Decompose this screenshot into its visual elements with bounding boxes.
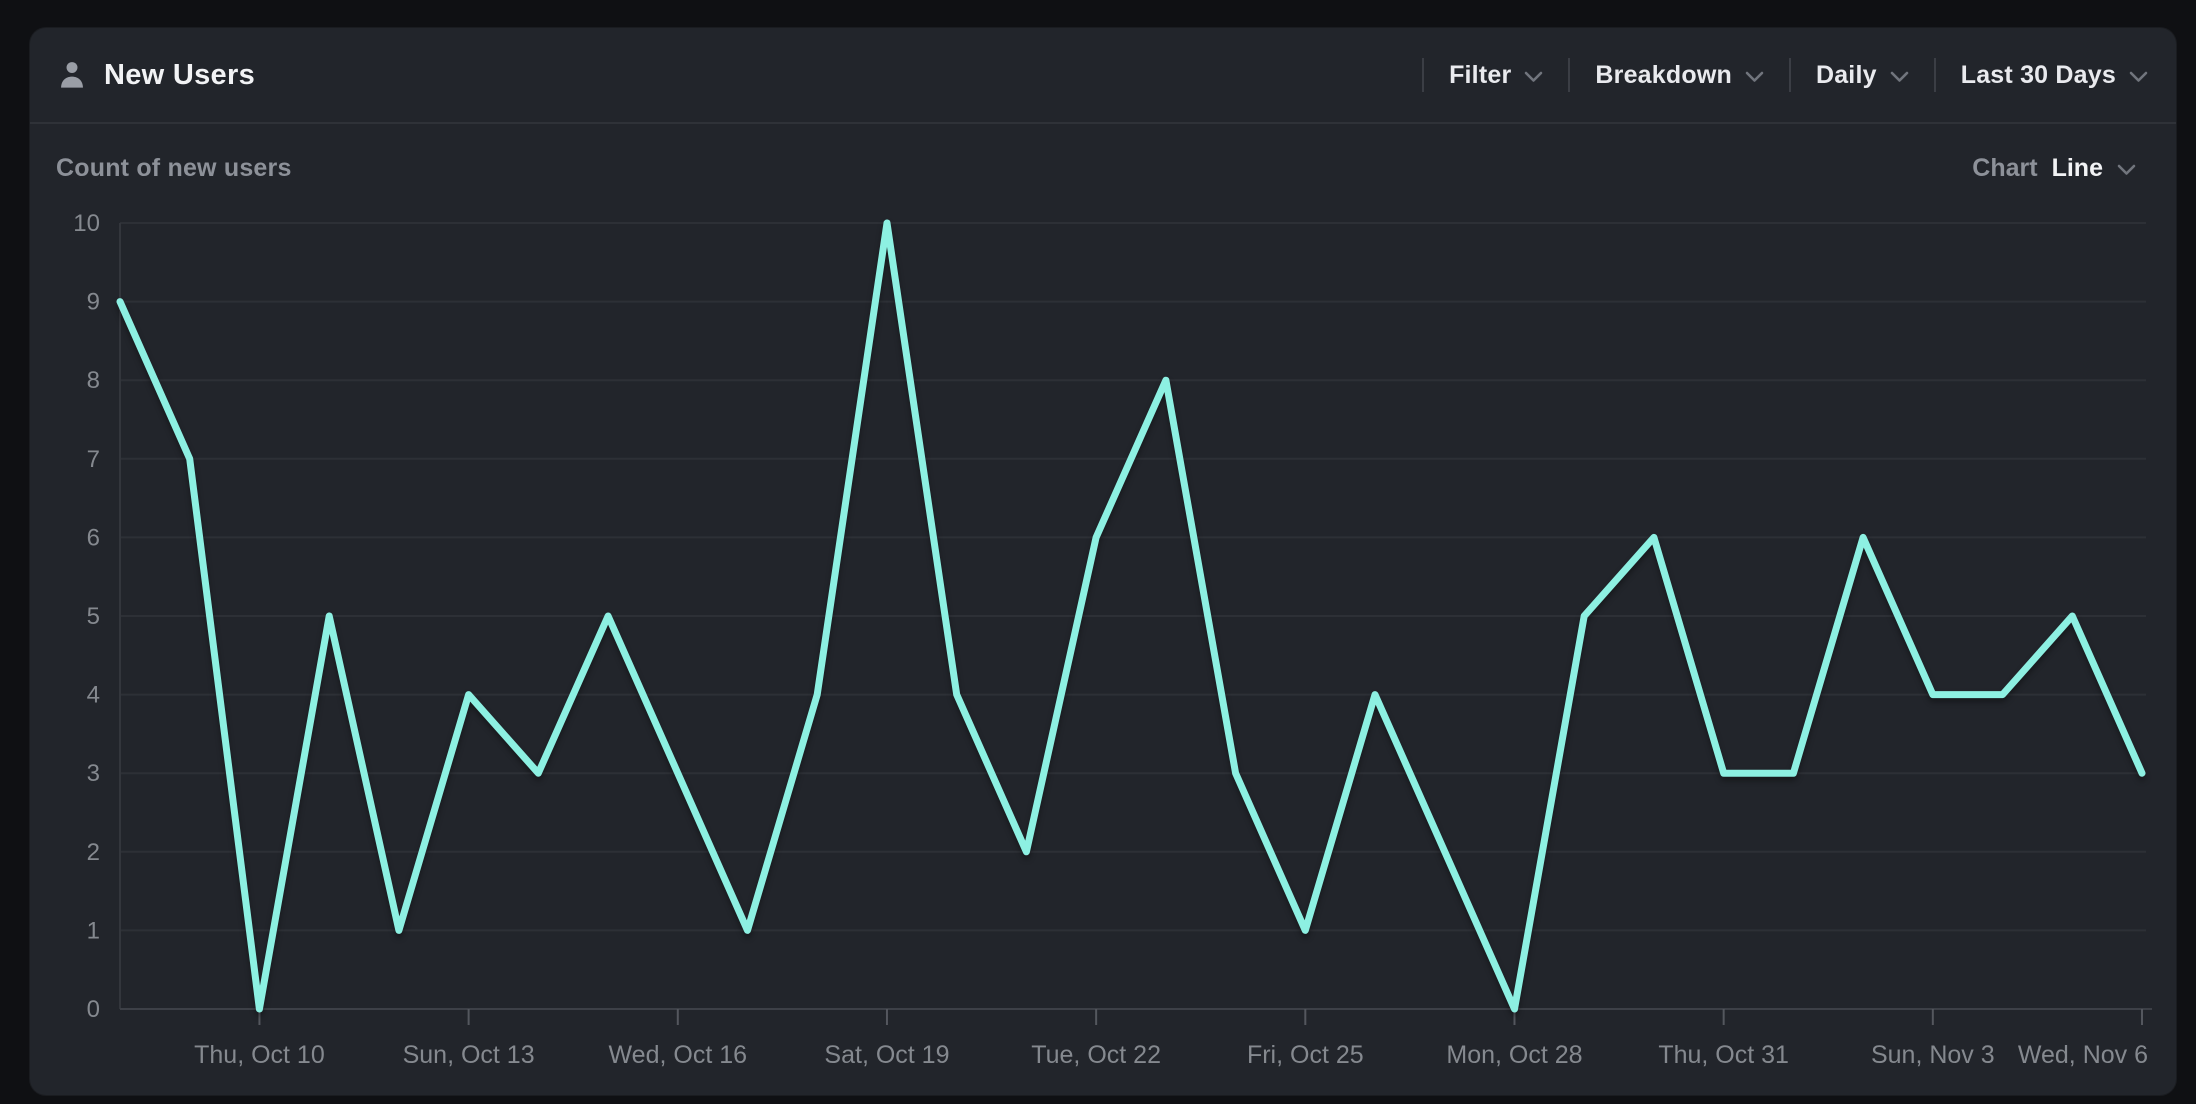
chart-type-label: Chart — [1972, 154, 2038, 182]
x-axis-label: Mon, Oct 28 — [1446, 1041, 1582, 1069]
series-line-new-users — [116, 219, 2146, 1013]
y-axis-label: 5 — [87, 603, 100, 630]
header-controls: Filter Breakdown Daily Las — [1397, 58, 2148, 92]
line-chart: 0 1 2 3 4 5 6 7 8 9 10 Thu, Oct 10 Sun, Oct 13 Wed, O… — [73, 210, 2152, 1069]
widget-title: New Users — [104, 58, 255, 91]
chevron-down-icon — [2117, 164, 2136, 175]
y-axis-label: 2 — [87, 839, 100, 866]
chart-subheader: Count of new users Chart Line — [30, 124, 2176, 183]
chevron-down-icon — [1890, 71, 1909, 82]
y-axis-label: 1 — [87, 917, 100, 944]
breakdown-label: Breakdown — [1595, 60, 1732, 89]
chevron-down-icon — [1525, 71, 1543, 82]
chart-type-dropdown[interactable]: Chart Line — [1972, 154, 2136, 183]
y-axis-label: 9 — [87, 289, 100, 316]
breakdown-dropdown[interactable]: Breakdown — [1595, 61, 1764, 90]
filter-dropdown[interactable]: Filter — [1449, 61, 1543, 90]
y-axis-label: 10 — [73, 210, 100, 237]
filter-label: Filter — [1449, 60, 1512, 89]
granularity-label: Daily — [1815, 60, 1877, 89]
x-axis-label: Wed, Oct 16 — [609, 1041, 748, 1069]
y-axis-label: 7 — [87, 446, 100, 473]
x-axis-label: Fri, Oct 25 — [1247, 1041, 1364, 1069]
y-axis-label: 8 — [87, 367, 100, 394]
control-separator — [1788, 58, 1791, 92]
x-axis-label: Sun, Nov 3 — [1871, 1041, 1995, 1069]
x-axis-label: Tue, Oct 22 — [1031, 1041, 1161, 1069]
y-axis-label: 0 — [87, 996, 100, 1023]
x-axis-label: Wed, Nov 6 — [2018, 1041, 2148, 1069]
chart-type-value: Line — [2051, 154, 2103, 182]
date-range-label: Last 30 Days — [1960, 60, 2116, 89]
y-axis-label: 4 — [87, 682, 100, 709]
y-axis-label: 3 — [87, 760, 100, 787]
y-axis-label: 6 — [87, 524, 100, 551]
chevron-down-icon — [1745, 71, 1764, 82]
control-separator — [1933, 58, 1936, 92]
granularity-dropdown[interactable]: Daily — [1816, 61, 1909, 90]
control-separator — [1422, 58, 1425, 92]
chart-subtitle: Count of new users — [56, 154, 292, 182]
widget-header: New Users Filter Breakdown Daily — [30, 28, 2176, 124]
x-axis-label: Sun, Oct 13 — [403, 1041, 535, 1069]
x-axis-label: Thu, Oct 10 — [194, 1041, 325, 1069]
new-users-widget: New Users Filter Breakdown Daily — [30, 28, 2176, 1095]
x-axis-label: Thu, Oct 31 — [1658, 1041, 1789, 1069]
person-icon — [61, 62, 83, 88]
x-axis-label: Sat, Oct 19 — [824, 1041, 949, 1069]
control-separator — [1568, 58, 1571, 92]
date-range-dropdown[interactable]: Last 30 Days — [1961, 61, 2148, 90]
title-group: New Users — [56, 59, 255, 92]
chevron-down-icon — [2129, 71, 2148, 82]
